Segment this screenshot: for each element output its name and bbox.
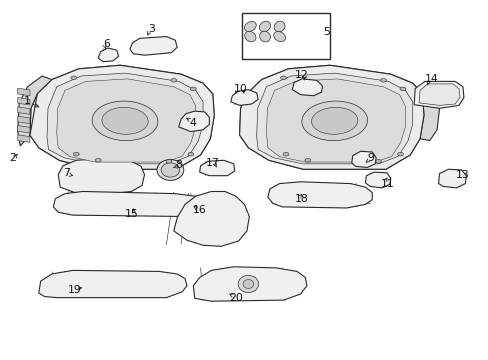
Text: 14: 14 bbox=[424, 74, 437, 84]
Polygon shape bbox=[30, 65, 214, 169]
Polygon shape bbox=[30, 65, 214, 169]
Polygon shape bbox=[57, 79, 195, 162]
Ellipse shape bbox=[238, 275, 258, 293]
Polygon shape bbox=[413, 81, 463, 108]
Text: 5: 5 bbox=[322, 27, 329, 37]
Polygon shape bbox=[173, 192, 249, 246]
Text: 13: 13 bbox=[455, 170, 469, 180]
Ellipse shape bbox=[102, 107, 148, 134]
Text: 9: 9 bbox=[367, 153, 374, 163]
Polygon shape bbox=[18, 88, 30, 96]
Polygon shape bbox=[18, 135, 30, 142]
Ellipse shape bbox=[399, 87, 405, 91]
Ellipse shape bbox=[95, 158, 101, 162]
Text: 3: 3 bbox=[148, 24, 155, 35]
Ellipse shape bbox=[380, 78, 386, 82]
Ellipse shape bbox=[305, 158, 310, 162]
Text: 1: 1 bbox=[24, 96, 31, 106]
Polygon shape bbox=[98, 48, 119, 62]
Text: 6: 6 bbox=[103, 39, 110, 49]
Ellipse shape bbox=[259, 31, 270, 42]
Text: 8: 8 bbox=[175, 160, 182, 170]
Ellipse shape bbox=[397, 152, 403, 156]
Text: 15: 15 bbox=[124, 209, 138, 219]
Polygon shape bbox=[256, 73, 412, 164]
Ellipse shape bbox=[71, 76, 77, 80]
Polygon shape bbox=[18, 126, 30, 133]
Ellipse shape bbox=[244, 31, 255, 42]
Ellipse shape bbox=[283, 152, 288, 156]
Text: 4: 4 bbox=[189, 118, 196, 128]
Ellipse shape bbox=[273, 31, 285, 42]
Bar bbox=[242, 13, 329, 59]
Ellipse shape bbox=[187, 152, 193, 156]
Ellipse shape bbox=[274, 21, 285, 32]
Ellipse shape bbox=[243, 279, 253, 288]
Polygon shape bbox=[18, 76, 52, 146]
Text: 12: 12 bbox=[295, 70, 308, 80]
Text: 7: 7 bbox=[63, 168, 70, 178]
Polygon shape bbox=[438, 169, 466, 188]
Polygon shape bbox=[239, 65, 423, 169]
Polygon shape bbox=[130, 37, 177, 55]
Polygon shape bbox=[193, 267, 306, 301]
Polygon shape bbox=[47, 73, 203, 164]
Ellipse shape bbox=[311, 107, 357, 134]
Polygon shape bbox=[365, 172, 390, 188]
Ellipse shape bbox=[375, 159, 381, 163]
Text: 11: 11 bbox=[380, 179, 393, 189]
Polygon shape bbox=[178, 111, 209, 132]
Ellipse shape bbox=[244, 22, 256, 32]
Polygon shape bbox=[230, 90, 258, 105]
Polygon shape bbox=[18, 98, 30, 105]
Ellipse shape bbox=[259, 21, 270, 32]
Ellipse shape bbox=[92, 101, 158, 141]
Text: 18: 18 bbox=[295, 194, 308, 204]
Polygon shape bbox=[39, 270, 186, 298]
Polygon shape bbox=[18, 107, 30, 114]
Ellipse shape bbox=[280, 76, 286, 80]
Polygon shape bbox=[351, 151, 375, 167]
Polygon shape bbox=[199, 160, 234, 176]
Polygon shape bbox=[53, 192, 214, 217]
Text: 16: 16 bbox=[192, 206, 206, 216]
Ellipse shape bbox=[165, 159, 171, 163]
Polygon shape bbox=[267, 182, 371, 208]
Ellipse shape bbox=[301, 101, 367, 141]
Text: 10: 10 bbox=[234, 84, 247, 94]
Text: 17: 17 bbox=[205, 158, 219, 168]
Text: 19: 19 bbox=[68, 285, 81, 296]
Text: 20: 20 bbox=[228, 293, 242, 303]
Ellipse shape bbox=[73, 152, 79, 156]
Polygon shape bbox=[58, 158, 144, 194]
Ellipse shape bbox=[170, 78, 176, 82]
Polygon shape bbox=[266, 79, 405, 162]
Polygon shape bbox=[419, 92, 439, 140]
Ellipse shape bbox=[161, 163, 179, 177]
Polygon shape bbox=[239, 65, 423, 169]
Ellipse shape bbox=[190, 87, 196, 91]
Polygon shape bbox=[418, 84, 459, 105]
Ellipse shape bbox=[157, 159, 183, 180]
Polygon shape bbox=[18, 116, 30, 124]
Polygon shape bbox=[292, 79, 322, 96]
Text: 2: 2 bbox=[9, 153, 16, 163]
